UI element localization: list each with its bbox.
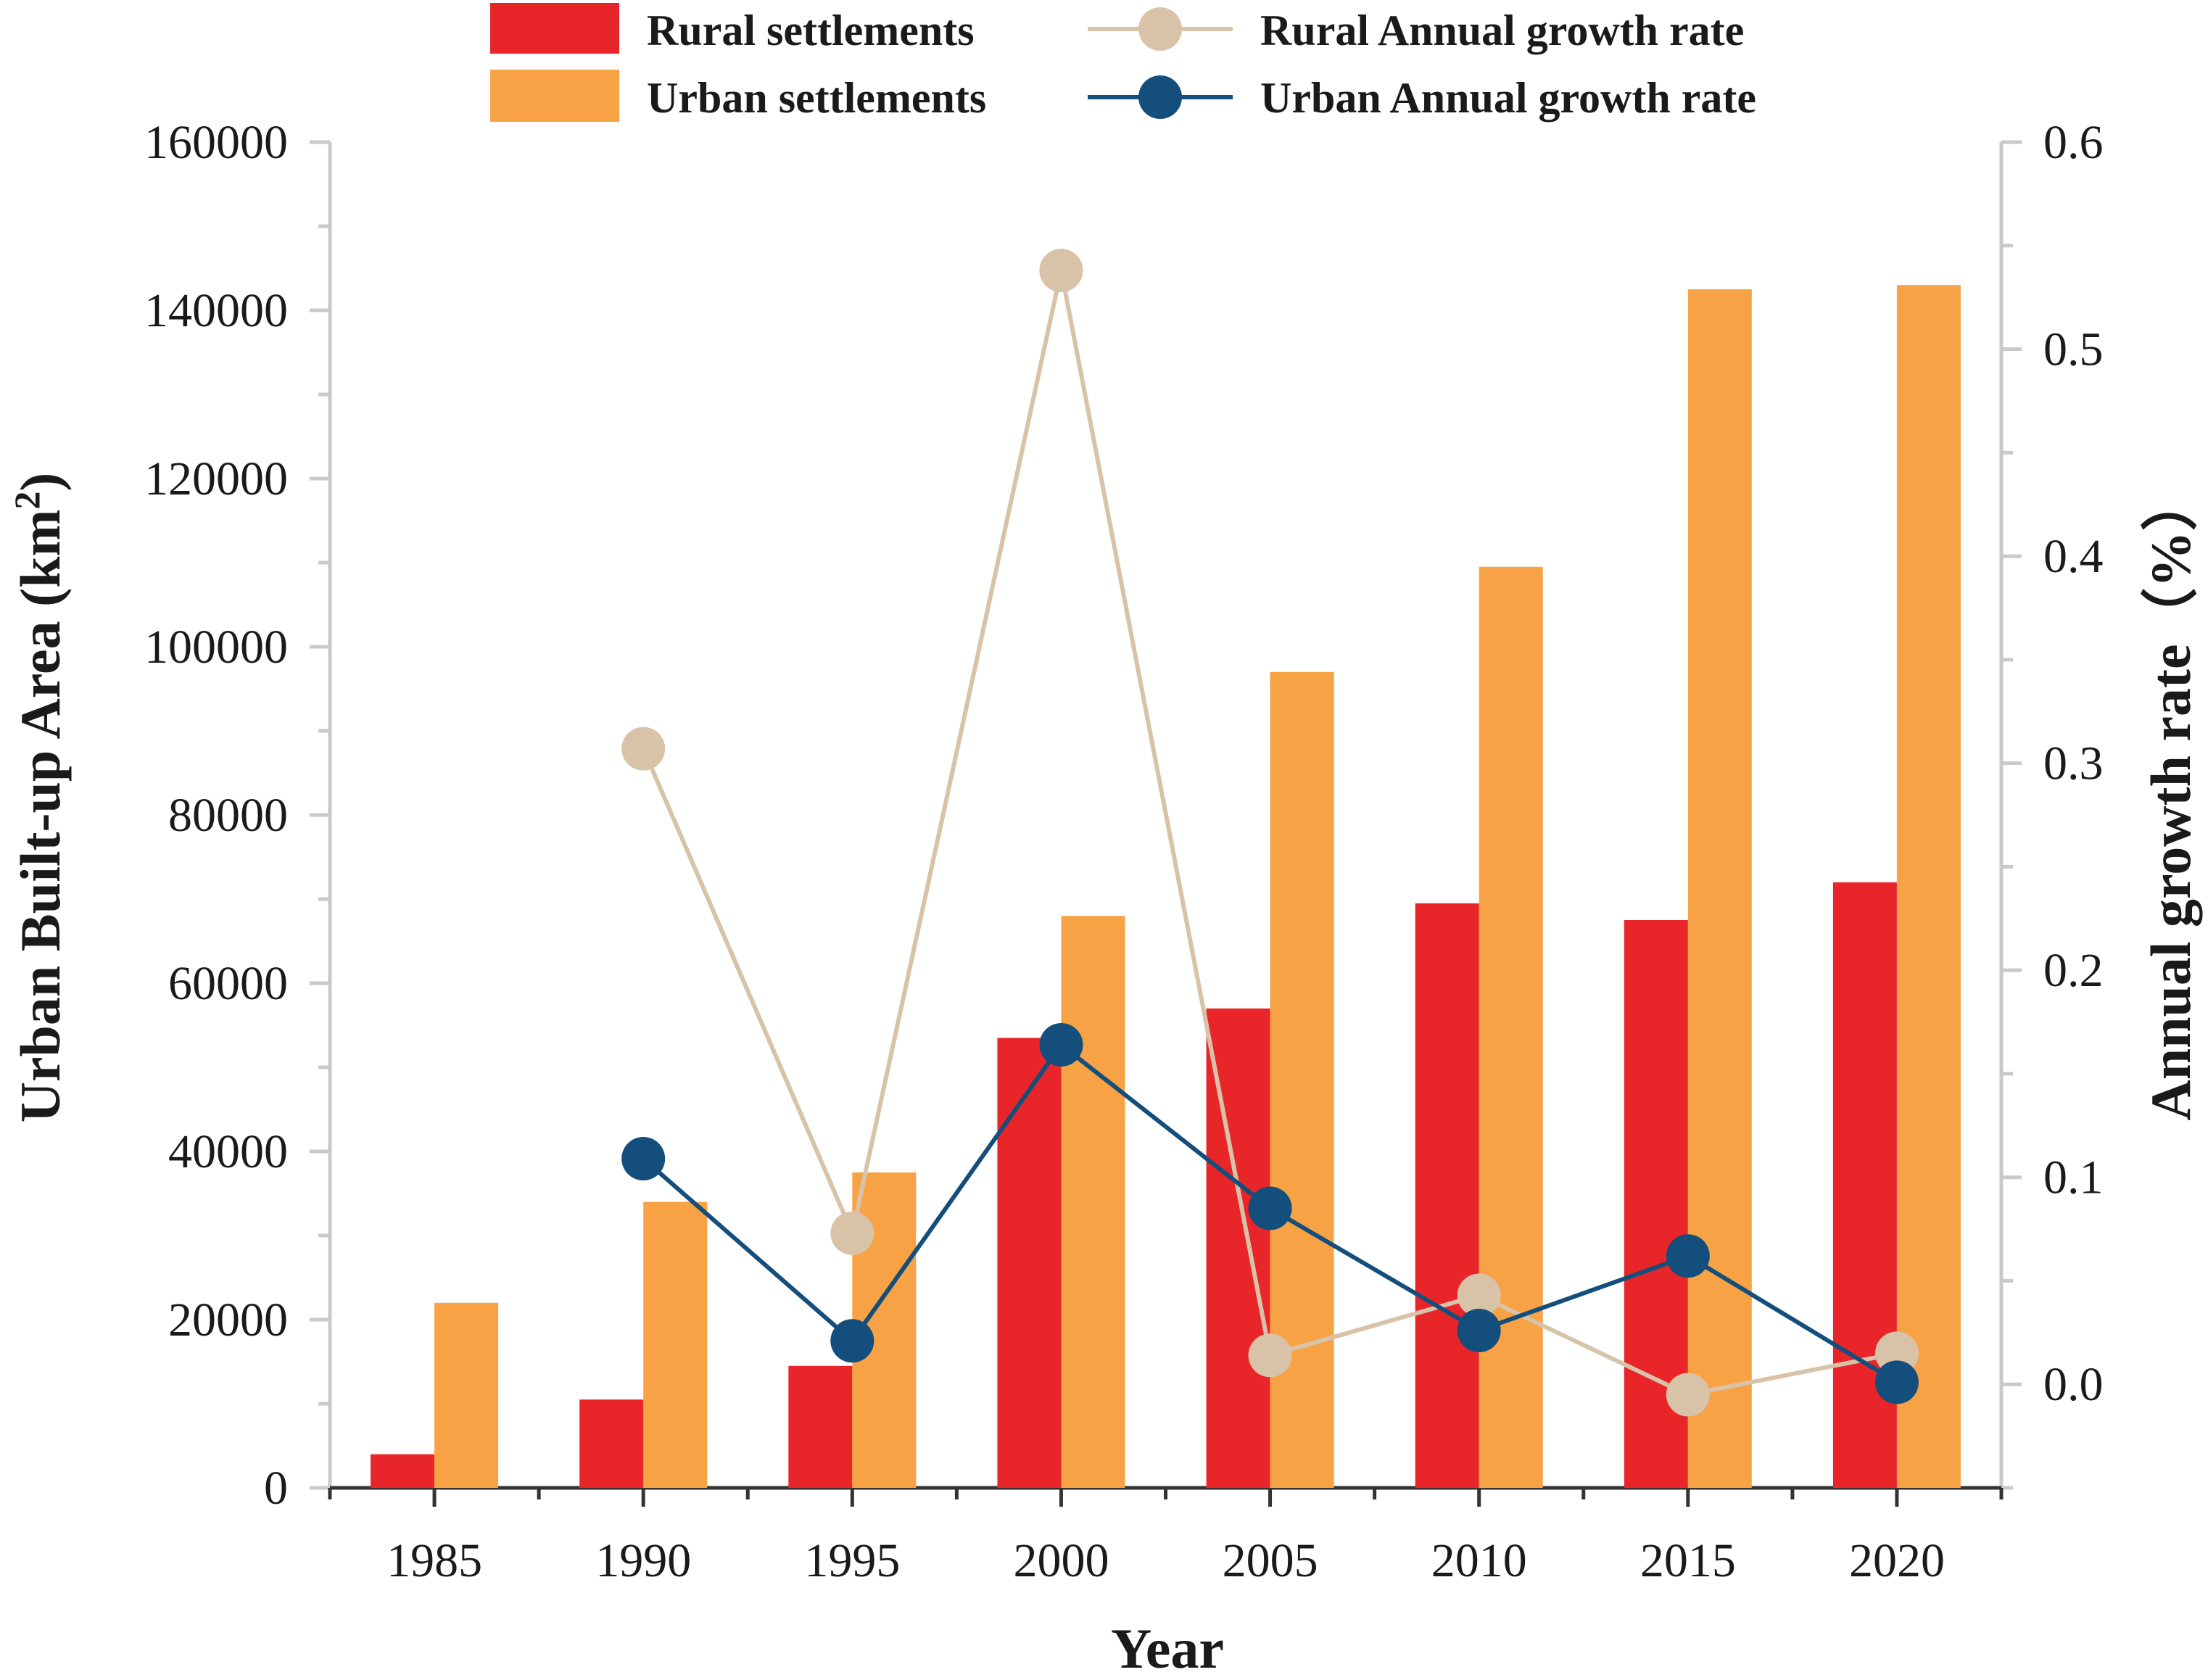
y-left-tick-label: 20000	[168, 1294, 288, 1346]
legend-marker-urban-growth	[1138, 75, 1182, 119]
bar	[1896, 285, 1961, 1489]
data-point	[1666, 1373, 1710, 1417]
y-axis-left-title-superscript: 2	[7, 492, 47, 510]
bar	[788, 1365, 853, 1488]
y-right-tick-label: 0.5	[2043, 323, 2104, 376]
y-left-tick-label: 80000	[168, 789, 288, 842]
legend-label-urban-growth: Urban Annual growth rate	[1260, 74, 1756, 122]
y-axis-right-title: Annual growth rate（%）	[2139, 474, 2202, 1120]
legend-swatch-urban-settlements	[490, 70, 619, 122]
y-right-tick-label: 0.1	[2043, 1151, 2104, 1204]
legend-marker-rural-growth	[1138, 7, 1182, 51]
legend-swatch-rural-settlements	[490, 3, 619, 54]
bar	[371, 1454, 435, 1488]
x-tick-label: 1990	[595, 1534, 691, 1587]
plot-area: 0 20000 40000 60000 80000 100000 120000 140000 1…	[144, 116, 2104, 1587]
bar	[1415, 903, 1479, 1488]
x-tick-label: 2020	[1849, 1534, 1945, 1587]
data-point	[830, 1319, 874, 1363]
data-point	[1457, 1273, 1501, 1317]
bar	[997, 1038, 1062, 1488]
data-point	[830, 1211, 874, 1255]
data-point	[1457, 1308, 1501, 1352]
x-tick-label: 1985	[386, 1534, 482, 1587]
data-point	[1248, 1186, 1292, 1230]
data-point	[621, 727, 666, 771]
y-left-tick-label: 100000	[144, 621, 288, 674]
x-tick-label: 2005	[1223, 1534, 1318, 1587]
y-left-tick-label: 40000	[168, 1125, 288, 1178]
x-tick-label: 2015	[1640, 1534, 1736, 1587]
data-point	[1666, 1234, 1710, 1278]
data-point	[1039, 1022, 1083, 1067]
bar	[1061, 916, 1125, 1488]
x-axis-title: Year	[1111, 1617, 1224, 1676]
y-right-tick-label: 0.0	[2043, 1358, 2104, 1411]
bar	[1687, 289, 1752, 1488]
y-left-tick-label: 120000	[144, 452, 288, 505]
y-right-tick-label: 0.3	[2043, 737, 2104, 790]
legend-label-rural-growth: Rural Annual growth rate	[1260, 7, 1744, 54]
y-left-tick-label: 160000	[144, 116, 288, 169]
x-tick-label: 2010	[1431, 1534, 1527, 1587]
bar-series-urban	[434, 285, 1961, 1489]
x-tick-label: 2000	[1013, 1534, 1109, 1587]
y-axis-left-title: Urban Built-up Area (km2)	[7, 473, 72, 1123]
y-right-tick-label: 0.2	[2043, 944, 2104, 997]
y-axis-left-title-close: )	[9, 473, 72, 492]
y-left-tick-label: 60000	[168, 957, 288, 1010]
data-point	[1039, 249, 1083, 293]
y-right-tick-label: 0.6	[2043, 116, 2104, 169]
x-tick-label: 1995	[804, 1534, 900, 1587]
y-left-tick-label: 140000	[144, 284, 288, 337]
data-point	[1874, 1360, 1919, 1404]
y-axis-left-title-text: Urban Built-up Area (km	[9, 510, 72, 1123]
data-point	[621, 1136, 666, 1180]
legend-label-urban-settlements: Urban settlements	[647, 74, 986, 122]
y-left-tick-label: 0	[264, 1462, 288, 1515]
bar	[579, 1399, 644, 1488]
legend: Rural settlements Urban settlements Rura…	[490, 3, 1756, 122]
data-point	[1248, 1333, 1292, 1378]
line-series-urban-growth	[621, 1022, 1919, 1404]
y-right-tick-label: 0.4	[2043, 530, 2104, 583]
bar	[643, 1201, 708, 1488]
bar	[434, 1302, 499, 1488]
legend-label-rural-settlements: Rural settlements	[647, 7, 975, 54]
